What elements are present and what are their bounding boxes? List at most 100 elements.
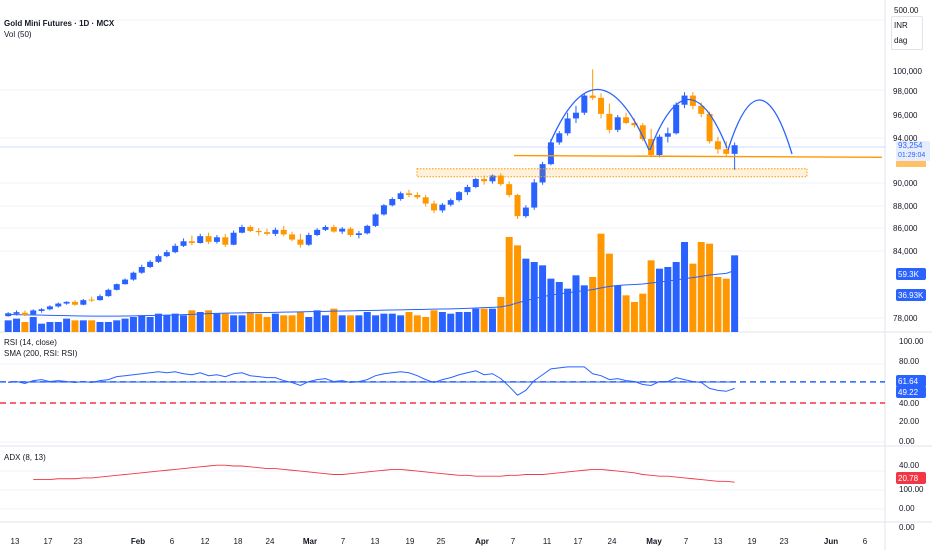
- volume-bar: [363, 312, 371, 332]
- candle-body: [30, 310, 37, 315]
- adx-label: ADX (8, 13): [4, 453, 46, 462]
- volume-bar: [21, 322, 29, 332]
- time-tick-label: Mar: [303, 537, 317, 546]
- scale-controls[interactable]: [891, 16, 923, 50]
- volume-bar: [188, 310, 196, 332]
- volume-bar: [488, 308, 496, 332]
- candle-body: [464, 187, 471, 193]
- candle-body: [230, 232, 237, 245]
- volume-ma-line: [8, 270, 735, 317]
- candle-body: [631, 123, 638, 126]
- candle-body: [130, 272, 137, 280]
- candle-body: [472, 179, 479, 187]
- volume-bar: [88, 320, 96, 332]
- candle-body: [347, 228, 354, 235]
- candle-body: [38, 309, 45, 311]
- time-tick-label: 19: [748, 537, 757, 546]
- candle-body: [71, 301, 78, 305]
- candle-body: [380, 205, 387, 215]
- candle-body: [706, 113, 713, 142]
- candle-body: [531, 182, 538, 208]
- candle-body: [656, 136, 663, 155]
- volume-bar: [171, 313, 179, 332]
- rsi-sma-badge-bg: [896, 386, 926, 398]
- candle-body: [731, 145, 738, 154]
- volume-bar: [564, 288, 572, 332]
- volume-bar: [647, 260, 655, 332]
- volume-bar: [238, 315, 246, 332]
- candle-body: [405, 193, 412, 195]
- candle-body: [439, 204, 446, 211]
- volume-bar: [71, 320, 79, 332]
- volume-bar: [530, 262, 538, 332]
- rsi-sma-label: SMA (200, RSI: RSI): [4, 349, 78, 358]
- volume-bar: [514, 245, 522, 332]
- candle-body: [289, 234, 296, 240]
- candle-body: [280, 229, 287, 235]
- rsi-tick-label: 20.00: [899, 417, 920, 426]
- candle-body: [222, 237, 229, 245]
- scale-mode-label[interactable]: dag: [894, 36, 908, 45]
- volume-bar: [413, 315, 421, 332]
- candle-body: [122, 279, 129, 285]
- candle-body: [97, 296, 104, 301]
- volume-bar: [405, 312, 413, 332]
- price-axis: 100,000 98,000 96,000 94,000 90,000 88,000 86,…: [893, 67, 930, 532]
- symbol-title: Gold Mini Futures · 1D · MCX: [4, 19, 115, 28]
- volume-bar: [472, 308, 480, 332]
- volume-bar: [397, 315, 405, 332]
- candle-body: [147, 261, 154, 267]
- candle-body: [414, 195, 421, 198]
- chart-legend: Gold Mini Futures · 1D · MCX Vol (50): [4, 18, 114, 40]
- adx-pane: [33, 464, 735, 483]
- price-tick-label: 88,000: [893, 202, 918, 211]
- time-tick-label: 13: [11, 537, 20, 546]
- volume-bar: [589, 277, 597, 332]
- candle-body: [623, 117, 630, 123]
- volume-bar: [664, 267, 672, 332]
- volume-bar: [29, 317, 37, 332]
- candle-body: [397, 193, 404, 199]
- rsi-tick-label: 80.00: [899, 357, 920, 366]
- candle-body: [723, 149, 730, 154]
- candle-body: [205, 236, 212, 242]
- volume-bar: [697, 242, 705, 332]
- candle-body: [339, 228, 346, 232]
- candle-body: [180, 241, 187, 246]
- volume-bar: [246, 312, 254, 332]
- candle-body: [664, 133, 671, 137]
- currency-label[interactable]: INR: [894, 21, 908, 30]
- volume-bar: [480, 308, 488, 332]
- volume-bar: [605, 253, 613, 332]
- time-tick-label: 24: [266, 537, 275, 546]
- candle-body: [481, 179, 488, 182]
- last-price-badge-bg: [896, 141, 930, 161]
- price-tick-label: 90,000: [893, 179, 918, 188]
- candle-body: [714, 141, 721, 150]
- time-axis: 13 17 23 Feb 6 12 18 24 Mar 7 13 19 25 Apr 7 11 17 24 May 7…: [11, 537, 868, 546]
- volume-bar: [430, 310, 438, 332]
- candle-body: [46, 306, 53, 310]
- volume-bar: [221, 313, 229, 332]
- candle-body: [163, 252, 170, 257]
- adx-badge-bg: [896, 472, 926, 484]
- candle-body: [13, 312, 20, 314]
- candle-body: [614, 117, 621, 130]
- adx-tick-label: 0.00: [899, 523, 915, 532]
- candle-body: [188, 241, 195, 243]
- volume-bar: [622, 295, 630, 332]
- rsi-tick-label: 100.00: [899, 337, 924, 346]
- time-tick-label: 13: [714, 537, 723, 546]
- candle-body: [606, 113, 613, 130]
- candle-body: [355, 233, 362, 235]
- candle-body: [88, 299, 95, 301]
- candle-body: [138, 267, 145, 273]
- candle-body: [581, 95, 588, 113]
- volume-ma-badge: 36.93K: [898, 291, 924, 300]
- adx-legend: ADX (8, 13): [4, 452, 46, 463]
- rsi-sma-badge: 49.22: [898, 388, 919, 397]
- volume-bar: [372, 315, 380, 332]
- rsi-pane: [0, 366, 885, 404]
